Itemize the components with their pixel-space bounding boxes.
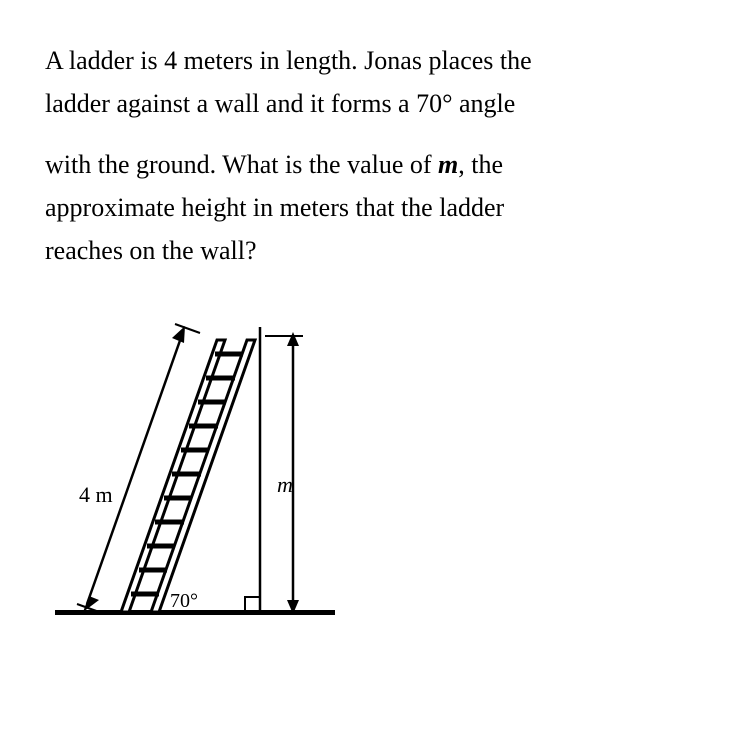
angle-value: 70	[416, 89, 442, 118]
ladder-body	[121, 340, 255, 612]
ladder-length-label: 4 m	[79, 482, 113, 507]
variable-m: m	[438, 150, 458, 179]
right-angle-marker	[245, 597, 260, 610]
height-dimension: m	[265, 332, 303, 614]
text-line3a: with the ground. What is the value of	[45, 150, 438, 179]
height-label: m	[277, 472, 293, 497]
text-line4: approximate height in meters that the la…	[45, 193, 504, 222]
angle-label: 70°	[170, 590, 198, 612]
ladder-diagram: m 4 m	[45, 302, 703, 632]
text-line3b: , the	[458, 150, 503, 179]
text-line1b: meters in length. Jonas places the	[177, 46, 532, 75]
problem-statement: A ladder is 4 meters in length. Jonas pl…	[45, 40, 703, 272]
text-line5: reaches on the wall?	[45, 236, 257, 265]
text-line2a: ladder against a wall and it forms a	[45, 89, 416, 118]
text-line2b: angle	[453, 89, 516, 118]
text-line1a: A ladder is	[45, 46, 164, 75]
ladder-length: 4	[164, 46, 177, 75]
